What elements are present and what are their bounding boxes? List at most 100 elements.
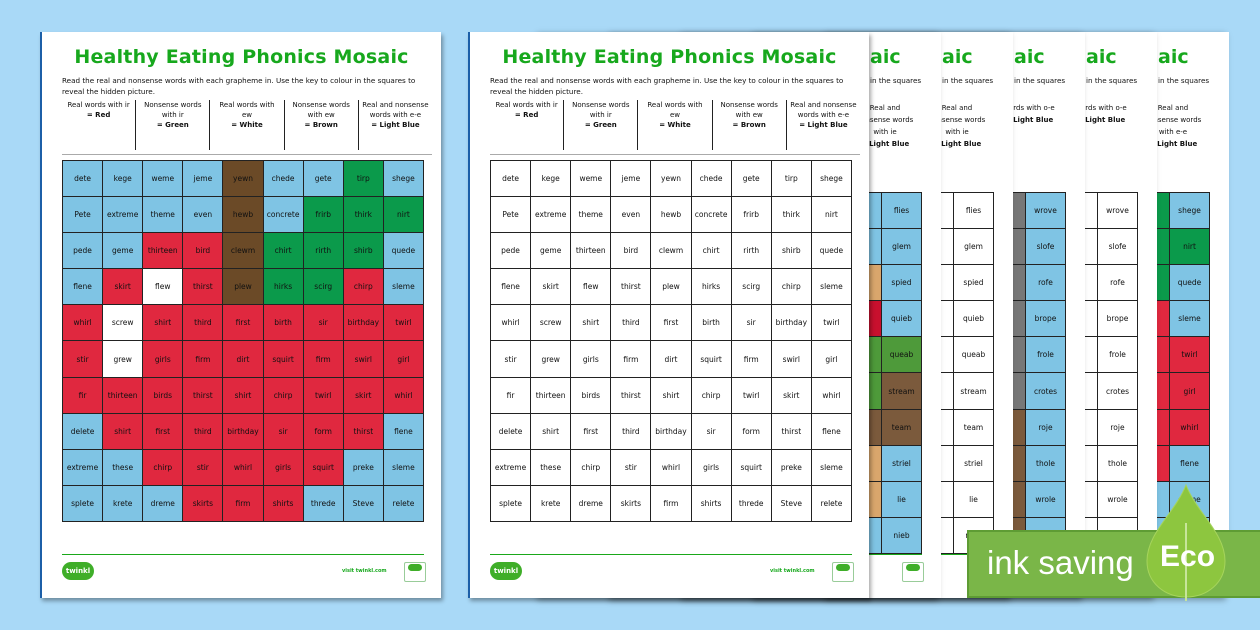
mosaic-cell[interactable]: firm xyxy=(223,485,263,521)
mosaic-cell[interactable]: skirts xyxy=(611,485,651,521)
mosaic-cell[interactable]: slofe xyxy=(1026,229,1065,265)
mosaic-cell[interactable]: skirt xyxy=(343,377,383,413)
mosaic-cell[interactable]: whirl xyxy=(223,449,263,485)
mosaic-cell[interactable]: whirl xyxy=(63,305,103,341)
mosaic-cell[interactable]: relete xyxy=(383,485,423,521)
mosaic-cell[interactable]: quede xyxy=(811,233,851,269)
mosaic-cell[interactable]: striel xyxy=(954,445,993,481)
mosaic-cell[interactable]: birds xyxy=(571,377,611,413)
mosaic-cell[interactable]: hirks xyxy=(691,269,731,305)
mosaic-cell[interactable]: twirl xyxy=(1170,337,1209,373)
mosaic-cell[interactable]: shege xyxy=(383,161,423,197)
mosaic-cell[interactable]: thirst xyxy=(183,377,223,413)
mosaic-cell[interactable]: thirst xyxy=(611,377,651,413)
mosaic-cell[interactable]: frole xyxy=(1098,337,1137,373)
mosaic-cell[interactable]: twirl xyxy=(303,377,343,413)
mosaic-cell[interactable]: clewm xyxy=(223,233,263,269)
mosaic-cell[interactable]: thirk xyxy=(771,197,811,233)
mosaic-cell[interactable]: striel xyxy=(882,445,921,481)
mosaic-cell[interactable]: first xyxy=(651,305,691,341)
mosaic-cell[interactable]: stir xyxy=(63,341,103,377)
mosaic-cell[interactable]: rofe xyxy=(1098,265,1137,301)
mosaic-cell[interactable]: flene xyxy=(383,413,423,449)
mosaic-cell[interactable]: chirp xyxy=(343,269,383,305)
mosaic-cell[interactable]: third xyxy=(183,413,223,449)
mosaic-cell[interactable]: wrole xyxy=(1098,481,1137,517)
mosaic-cell[interactable]: queab xyxy=(954,337,993,373)
mosaic-cell[interactable]: geme xyxy=(103,233,143,269)
mosaic-cell[interactable]: hewb xyxy=(651,197,691,233)
mosaic-cell[interactable]: thole xyxy=(1026,445,1065,481)
mosaic-cell[interactable]: skirt xyxy=(531,269,571,305)
mosaic-cell[interactable]: extreme xyxy=(103,197,143,233)
mosaic-cell[interactable]: firm xyxy=(651,485,691,521)
mosaic-cell[interactable]: kege xyxy=(531,161,571,197)
mosaic-cell[interactable]: slofe xyxy=(1098,229,1137,265)
mosaic-cell[interactable]: birthday xyxy=(223,413,263,449)
mosaic-cell[interactable]: birds xyxy=(143,377,183,413)
mosaic-cell[interactable]: shege xyxy=(811,161,851,197)
mosaic-cell[interactable]: shirt xyxy=(651,377,691,413)
mosaic-cell[interactable]: form xyxy=(303,413,343,449)
mosaic-cell[interactable]: squirt xyxy=(263,341,303,377)
mosaic-cell[interactable]: chede xyxy=(691,161,731,197)
mosaic-cell[interactable]: brope xyxy=(1098,301,1137,337)
mosaic-cell[interactable]: splete xyxy=(63,485,103,521)
mosaic-cell[interactable]: firm xyxy=(183,341,223,377)
mosaic-cell[interactable]: team xyxy=(954,409,993,445)
mosaic-cell[interactable]: shirt xyxy=(571,305,611,341)
mosaic-cell[interactable]: dreme xyxy=(571,485,611,521)
mosaic-cell[interactable]: crotes xyxy=(1026,373,1065,409)
mosaic-cell[interactable]: even xyxy=(183,197,223,233)
mosaic-cell[interactable]: girl xyxy=(811,341,851,377)
mosaic-cell[interactable]: sleme xyxy=(811,269,851,305)
mosaic-cell[interactable]: rofe xyxy=(1026,265,1065,301)
mosaic-cell[interactable]: thirteen xyxy=(531,377,571,413)
mosaic-cell[interactable]: extreme xyxy=(491,449,531,485)
mosaic-cell[interactable]: thole xyxy=(1098,445,1137,481)
mosaic-cell[interactable]: flew xyxy=(571,269,611,305)
mosaic-cell[interactable]: sleme xyxy=(383,269,423,305)
mosaic-cell[interactable]: thirteen xyxy=(143,233,183,269)
mosaic-cell[interactable]: extreme xyxy=(63,449,103,485)
mosaic-cell[interactable]: first xyxy=(143,413,183,449)
mosaic-cell[interactable]: swirl xyxy=(771,341,811,377)
mosaic-cell[interactable]: shirts xyxy=(691,485,731,521)
mosaic-cell[interactable]: sir xyxy=(691,413,731,449)
mosaic-cell[interactable]: rirth xyxy=(731,233,771,269)
mosaic-cell[interactable]: hirks xyxy=(263,269,303,305)
mosaic-cell[interactable]: plew xyxy=(651,269,691,305)
mosaic-cell[interactable]: birth xyxy=(263,305,303,341)
mosaic-cell[interactable]: krete xyxy=(531,485,571,521)
mosaic-cell[interactable]: roje xyxy=(1026,409,1065,445)
mosaic-cell[interactable]: dete xyxy=(63,161,103,197)
mosaic-cell[interactable]: bird xyxy=(183,233,223,269)
mosaic-cell[interactable]: stir xyxy=(491,341,531,377)
mosaic-cell[interactable]: twirl xyxy=(731,377,771,413)
mosaic-cell[interactable]: twirl xyxy=(383,305,423,341)
mosaic-cell[interactable]: squirt xyxy=(691,341,731,377)
mosaic-cell[interactable]: chirp xyxy=(691,377,731,413)
mosaic-cell[interactable]: birth xyxy=(691,305,731,341)
mosaic-cell[interactable]: fir xyxy=(63,377,103,413)
mosaic-cell[interactable]: chirp xyxy=(571,449,611,485)
mosaic-cell[interactable]: swirl xyxy=(343,341,383,377)
mosaic-cell[interactable]: dreme xyxy=(143,485,183,521)
mosaic-cell[interactable]: sleme xyxy=(1170,301,1209,337)
mosaic-cell[interactable]: birthday xyxy=(651,413,691,449)
mosaic-cell[interactable]: whirl xyxy=(811,377,851,413)
mosaic-cell[interactable]: skirts xyxy=(183,485,223,521)
mosaic-cell[interactable]: skirt xyxy=(771,377,811,413)
mosaic-cell[interactable]: quieb xyxy=(882,301,921,337)
mosaic-cell[interactable]: firm xyxy=(303,341,343,377)
mosaic-cell[interactable]: preke xyxy=(771,449,811,485)
mosaic-cell[interactable]: quieb xyxy=(954,301,993,337)
mosaic-cell[interactable]: wrove xyxy=(1026,193,1065,229)
mosaic-cell[interactable]: twirl xyxy=(811,305,851,341)
mosaic-cell[interactable]: crotes xyxy=(1098,373,1137,409)
mosaic-cell[interactable]: relete xyxy=(811,485,851,521)
mosaic-cell[interactable]: shirts xyxy=(263,485,303,521)
mosaic-cell[interactable]: birthday xyxy=(771,305,811,341)
mosaic-cell[interactable]: flies xyxy=(954,193,993,229)
mosaic-cell[interactable]: whirl xyxy=(383,377,423,413)
